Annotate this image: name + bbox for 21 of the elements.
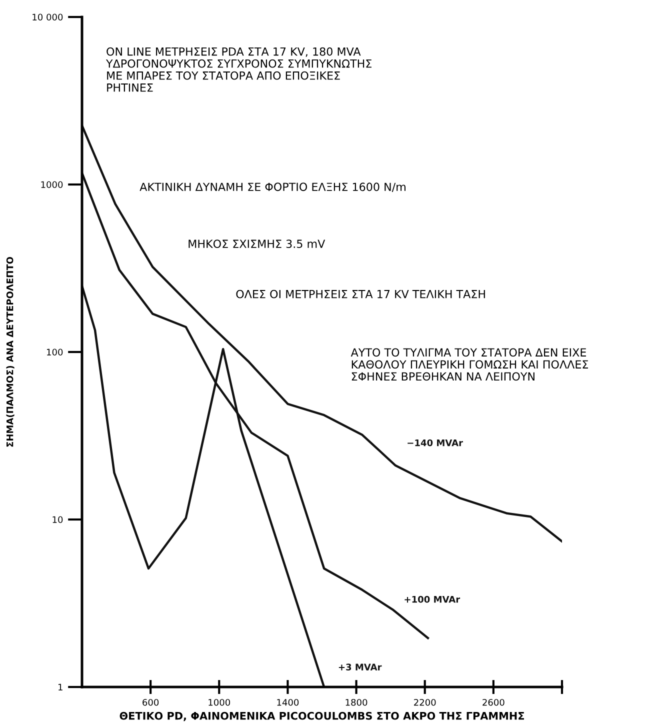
series-label: +100 MVAr	[404, 596, 460, 603]
annotation: ΜΗΚΟΣ ΣΧΙΣΜΗΣ 3.5 mV	[188, 240, 326, 248]
annotation: ΑΚΤΙΝΙΚΗ ΔΥΝΑΜΗ ΣΕ ΦΟΡΤΙΟ ΕΛΞΗΣ 1600 N/m	[140, 182, 406, 192]
y-tick-label: 1000	[41, 181, 63, 188]
x-tick-label: 1800	[346, 698, 368, 706]
y-tick-label: 10 000	[32, 14, 63, 21]
annotation: ΟΛΕΣ ΟΙ ΜΕΤΡΗΣΕΙΣ ΣΤΑ 17 KV ΤΕΛΙΚΗ ΤΑΣΗ	[236, 290, 485, 298]
annotation: ΑΥΤΟ ΤΟ ΤΥΛΙΓΜΑ ΤΟΥ ΣΤΑΤΟΡΑ ΔΕΝ ΕΙΧΕ ΚΑΘΟΛΟΥ ΠΛΕΥΡΙΚΗ ΓΟΜΩΣΗ ΚΑΙ ΠΟΛΛΕΣ ΣΦΗΝΕΣ ΒΡΕΘΗΚΑΝ ΝΑ ΛΕΙΠΟΥΝ	[350, 348, 588, 381]
x-tick-label: 2600	[482, 698, 504, 706]
x-tick-label: 600	[142, 698, 159, 706]
x-tick-label: 1400	[277, 698, 299, 706]
x-tick-label: 1000	[208, 698, 230, 706]
annotation: ON LINE ΜΕΤΡΗΣΕΙΣ PDA ΣΤΑ 17 KV, 180 MVA ΥΔΡΟΓΟΝΟΨΥΚΤΟΣ ΣΥΓΧΡΟΝΟΣ ΣΥΜΠΥΚΝΩΤΗΣ ΜΕ ΜΠΑΡΕΣ ΤΟΥ ΣΤΑΤΟΡΑ ΑΠΟ ΕΠΟΞΙΚΕΣ ΡΗΤΙΝΕΣ	[106, 47, 372, 92]
y-tick-label: 10	[52, 516, 63, 524]
y-tick-label: 100	[47, 348, 63, 356]
text: +3 MVAr	[338, 664, 382, 670]
x-axis-title: ΘΕΤΙΚΟ PD, ΦΑΙΝΟΜΕΝΙΚΑ PICOCOULOMBS ΣΤΟ ΑΚΡΟ ΤΗΣ ΓΡΑΜΜΗΣ	[120, 712, 524, 722]
y-tick-label: 1	[58, 684, 62, 690]
x-tick-label: 2200	[414, 698, 436, 706]
text: −140 MVAr	[408, 439, 463, 446]
y-axis-title: ΣΗΜΑ(ΠΑΛΜΟΣ) ΑΝΑ ΔΕΥΤΕΡΟΛΕΠΤΟ	[6, 256, 14, 447]
